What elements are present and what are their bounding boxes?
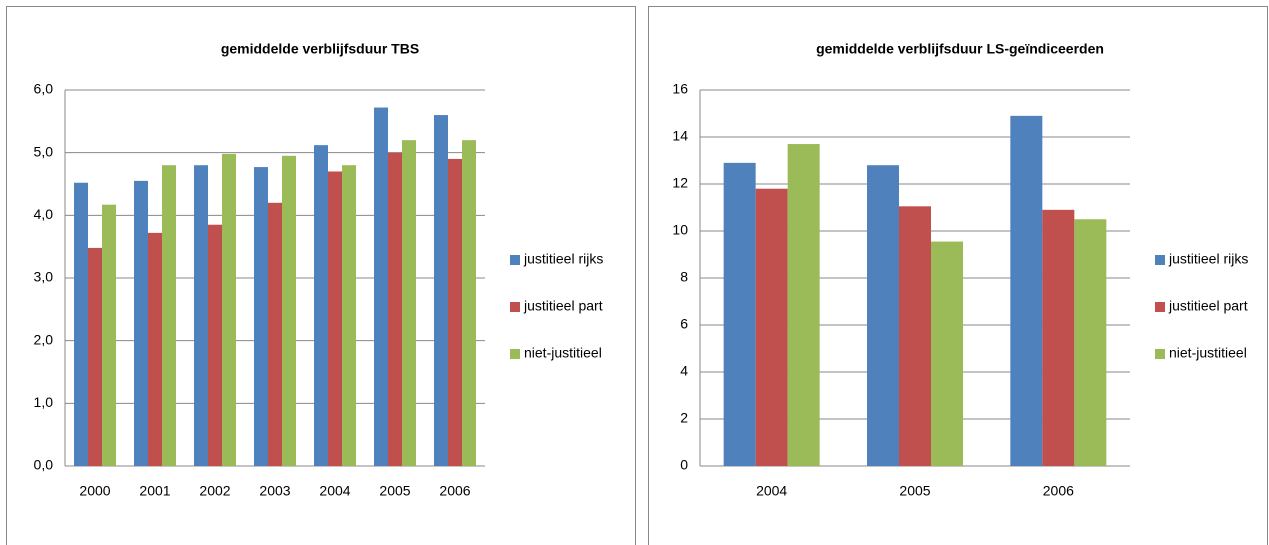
legend-label: justitieel rijks: [523, 251, 603, 267]
bar: [1010, 115, 1043, 466]
bar: [148, 232, 162, 466]
x-tick-label: 2006: [439, 483, 470, 499]
panel-border: [648, 6, 1268, 545]
bar: [328, 171, 342, 466]
x-tick-label: 2001: [139, 483, 170, 499]
legend-swatch: [510, 349, 520, 359]
bar: [102, 204, 116, 466]
bar: [282, 155, 296, 467]
y-tick-label: 3,0: [34, 269, 54, 285]
y-tick-label: 2,0: [34, 331, 54, 347]
bar: [787, 144, 820, 467]
y-tick-label: 1,0: [34, 394, 54, 410]
x-tick-label: 2000: [79, 483, 110, 499]
x-tick-label: 2006: [1043, 483, 1074, 499]
bar: [88, 247, 102, 466]
x-tick-label: 2004: [756, 483, 787, 499]
bar: [1042, 209, 1075, 466]
chart-title: gemiddelde verblijfsduur LS-geïndiceerde…: [816, 41, 1104, 57]
y-tick-label: 0,0: [34, 457, 54, 473]
legend-label: niet-justitieel: [1169, 345, 1247, 361]
bar: [755, 188, 788, 466]
x-tick-label: 2002: [199, 483, 230, 499]
y-tick-label: 6: [680, 316, 688, 332]
bar: [723, 162, 756, 466]
bar: [448, 158, 462, 466]
legend-swatch: [510, 255, 520, 265]
bar: [268, 202, 282, 467]
y-tick-label: 6,0: [34, 81, 54, 97]
y-tick-label: 2: [680, 410, 688, 426]
x-tick-label: 2004: [319, 483, 350, 499]
bar: [867, 165, 899, 466]
chart-title: gemiddelde verblijfsduur TBS: [221, 41, 419, 57]
legend-swatch: [510, 302, 520, 312]
bar: [899, 206, 931, 466]
bar: [254, 167, 268, 466]
bar: [134, 180, 148, 466]
y-tick-label: 0: [680, 457, 688, 473]
bar: [74, 182, 88, 466]
legend-swatch: [1155, 255, 1165, 265]
bar: [388, 152, 402, 466]
bar: [374, 107, 388, 467]
legend-swatch: [1155, 302, 1165, 312]
y-tick-label: 5,0: [34, 143, 54, 159]
y-tick-label: 4,0: [34, 206, 54, 222]
y-tick-label: 8: [680, 269, 688, 285]
legend-label: justitieel part: [1168, 298, 1248, 314]
y-tick-label: 4: [680, 363, 688, 379]
x-tick-label: 2005: [899, 483, 930, 499]
bar: [342, 165, 356, 466]
y-tick-label: 16: [672, 81, 688, 97]
legend-swatch: [1155, 349, 1165, 359]
legend-label: justitieel rijks: [1168, 251, 1248, 267]
bar: [194, 165, 208, 466]
bar: [222, 153, 236, 467]
bar: [931, 241, 963, 466]
x-tick-label: 2005: [379, 483, 410, 499]
x-tick-label: 2003: [259, 483, 290, 499]
bar: [434, 115, 448, 467]
y-tick-label: 12: [672, 175, 688, 191]
bar: [402, 140, 416, 466]
y-tick-label: 10: [672, 222, 688, 238]
bar: [208, 224, 222, 466]
bar: [462, 140, 476, 466]
y-tick-label: 14: [672, 128, 688, 144]
legend-label: justitieel part: [523, 298, 603, 314]
bar: [314, 145, 328, 466]
bar: [162, 165, 176, 466]
bar: [1074, 219, 1107, 466]
panel-border: [6, 6, 636, 545]
legend-label: niet-justitieel: [524, 345, 602, 361]
